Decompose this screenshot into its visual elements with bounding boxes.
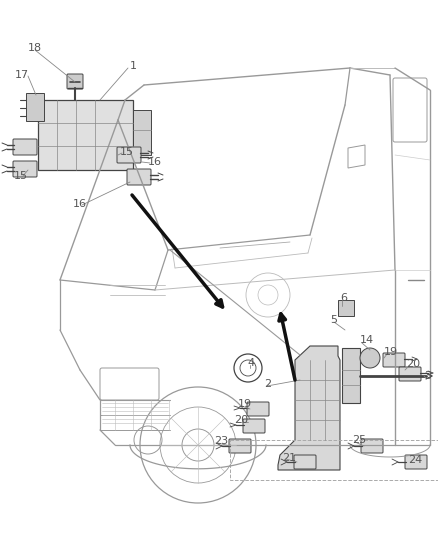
FancyBboxPatch shape bbox=[383, 353, 405, 367]
FancyBboxPatch shape bbox=[38, 100, 133, 170]
Text: 15: 15 bbox=[120, 147, 134, 157]
Text: 25: 25 bbox=[352, 435, 366, 445]
FancyBboxPatch shape bbox=[294, 455, 316, 469]
Text: 16: 16 bbox=[73, 199, 87, 209]
Text: 20: 20 bbox=[406, 359, 420, 369]
FancyBboxPatch shape bbox=[405, 455, 427, 469]
Text: 15: 15 bbox=[14, 171, 28, 181]
Text: 18: 18 bbox=[28, 43, 42, 53]
FancyBboxPatch shape bbox=[127, 169, 151, 185]
FancyBboxPatch shape bbox=[399, 367, 421, 381]
Text: 16: 16 bbox=[148, 157, 162, 167]
Text: 21: 21 bbox=[282, 453, 296, 463]
FancyBboxPatch shape bbox=[13, 139, 37, 155]
Text: 6: 6 bbox=[340, 293, 347, 303]
Text: 17: 17 bbox=[15, 70, 29, 80]
Text: 19: 19 bbox=[384, 347, 398, 357]
FancyBboxPatch shape bbox=[342, 348, 360, 403]
Text: 19: 19 bbox=[238, 399, 252, 409]
FancyBboxPatch shape bbox=[26, 93, 44, 121]
FancyBboxPatch shape bbox=[243, 419, 265, 433]
Circle shape bbox=[360, 348, 380, 368]
Text: 5: 5 bbox=[330, 315, 337, 325]
FancyBboxPatch shape bbox=[67, 74, 83, 89]
Text: 24: 24 bbox=[408, 455, 422, 465]
Text: 20: 20 bbox=[234, 415, 248, 425]
Text: 3: 3 bbox=[424, 371, 431, 381]
Text: 14: 14 bbox=[360, 335, 374, 345]
FancyBboxPatch shape bbox=[338, 300, 354, 316]
Text: 23: 23 bbox=[214, 436, 228, 446]
Text: 1: 1 bbox=[130, 61, 137, 71]
FancyBboxPatch shape bbox=[117, 147, 141, 163]
FancyBboxPatch shape bbox=[361, 439, 383, 453]
FancyBboxPatch shape bbox=[247, 402, 269, 416]
FancyBboxPatch shape bbox=[13, 161, 37, 177]
FancyBboxPatch shape bbox=[229, 439, 251, 453]
FancyBboxPatch shape bbox=[133, 110, 151, 155]
Text: 2: 2 bbox=[264, 379, 271, 389]
Text: 4: 4 bbox=[247, 358, 254, 368]
Polygon shape bbox=[278, 346, 340, 470]
